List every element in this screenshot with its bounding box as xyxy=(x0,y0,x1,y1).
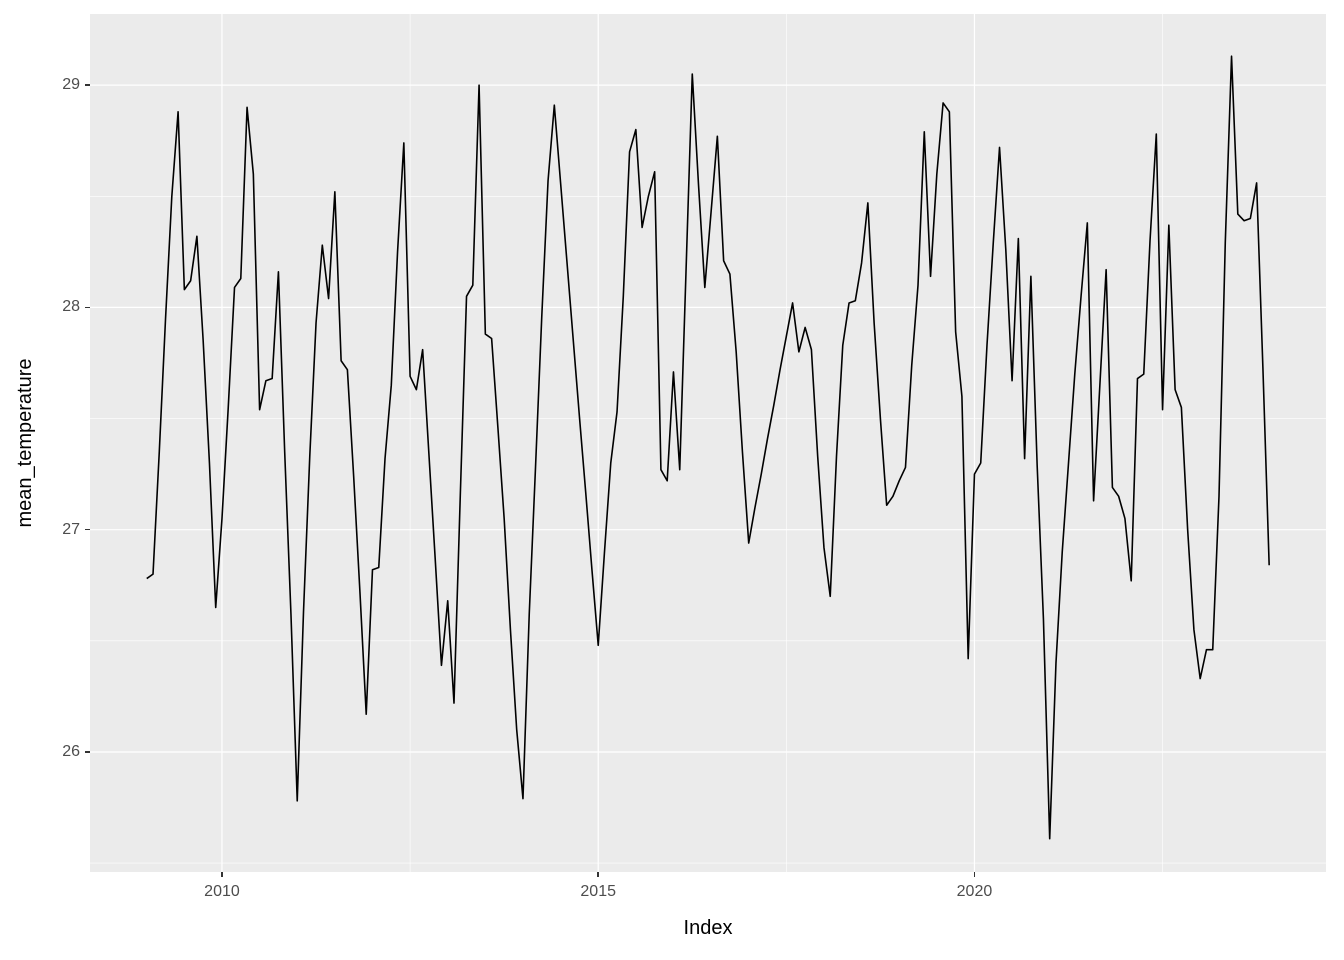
plot-panel xyxy=(90,14,1326,872)
y-tick-mark xyxy=(85,751,90,753)
x-tick-label: 2015 xyxy=(580,883,616,900)
y-tick-mark xyxy=(85,84,90,86)
x-tick-mark xyxy=(973,872,976,877)
y-tick-label: 27 xyxy=(62,520,80,538)
x-tick-mark xyxy=(221,872,223,877)
x-tick-label: 2020 xyxy=(956,883,993,900)
y-tick-label: 28 xyxy=(62,298,80,316)
line-chart xyxy=(90,14,1326,872)
y-axis-title: mean_temperature xyxy=(14,358,36,528)
x-tick-label: 2010 xyxy=(204,883,240,900)
y-tick-mark xyxy=(85,528,90,531)
y-tick-mark xyxy=(85,306,90,309)
y-tick-label: 29 xyxy=(62,76,80,94)
x-tick-mark xyxy=(597,872,599,877)
temperature-series-line xyxy=(146,55,1270,840)
x-axis-title: Index xyxy=(683,917,733,939)
y-tick-label: 26 xyxy=(62,742,80,760)
